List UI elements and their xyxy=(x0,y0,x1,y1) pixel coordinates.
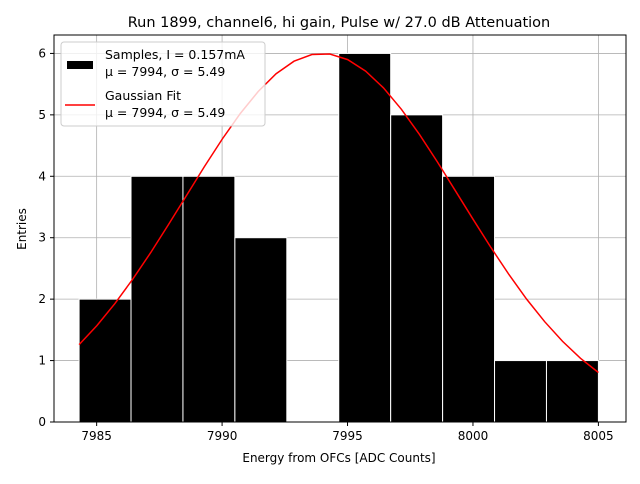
y-tick-label: 3 xyxy=(38,231,46,245)
histogram-bar xyxy=(390,114,444,423)
y-tick-label: 5 xyxy=(38,108,46,122)
x-axis-label: Energy from OFCs [ADC Counts] xyxy=(242,451,435,465)
histogram-bar xyxy=(494,360,547,423)
legend-samples-swatch xyxy=(67,61,93,69)
histogram-bar xyxy=(442,175,496,423)
x-tick-label: 8000 xyxy=(458,429,489,443)
y-tick-label: 6 xyxy=(38,46,46,60)
chart-title: Run 1899, channel6, hi gain, Pulse w/ 27… xyxy=(128,15,551,31)
x-tick-label: 8005 xyxy=(583,429,614,443)
y-axis-label: Entries xyxy=(15,208,29,250)
legend-fit-stats: μ = 7994, σ = 5.49 xyxy=(105,105,225,120)
legend-samples-stats: μ = 7994, σ = 5.49 xyxy=(105,64,225,79)
y-tick-label: 2 xyxy=(38,292,46,306)
histogram-bar xyxy=(234,237,288,423)
y-tick-label: 1 xyxy=(38,354,46,368)
histogram-bars xyxy=(78,52,599,423)
histogram-bar xyxy=(338,52,392,423)
gaussian-fit-line xyxy=(78,53,599,374)
histogram-bar xyxy=(182,175,236,423)
legend-fit-label: Gaussian Fit xyxy=(105,88,181,103)
y-axis-ticks: 0 1 2 3 4 5 6 xyxy=(38,46,54,429)
histogram-bar xyxy=(545,360,599,423)
x-tick-label: 7990 xyxy=(207,429,238,443)
histogram-bar xyxy=(78,298,132,423)
histogram-bar xyxy=(130,175,184,423)
y-tick-label: 0 xyxy=(38,415,46,429)
legend-samples-label: Samples, I = 0.157mA xyxy=(105,47,245,62)
plot-frame xyxy=(53,34,627,423)
x-tick-label: 7995 xyxy=(332,429,363,443)
x-axis-ticks: 7985 7990 7995 8000 8005 xyxy=(81,422,614,443)
legend: Samples, I = 0.157mA μ = 7994, σ = 5.49 … xyxy=(60,41,266,127)
x-tick-label: 7985 xyxy=(81,429,112,443)
legend-box xyxy=(60,41,266,127)
y-tick-label: 4 xyxy=(38,169,46,183)
